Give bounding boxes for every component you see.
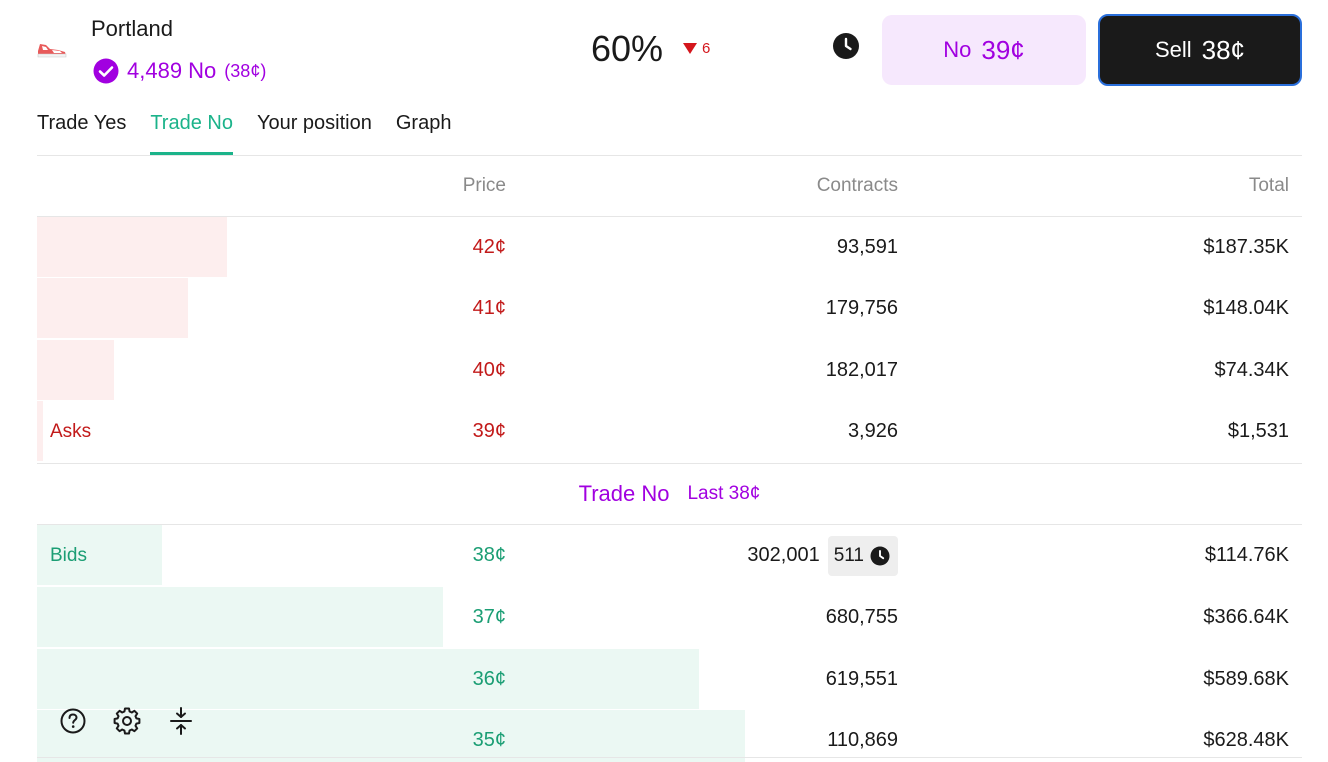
ask-total: $1,531 (1227, 420, 1289, 442)
ask-price: 41¢ (472, 297, 506, 319)
column-header-contracts: Contracts (816, 175, 898, 196)
position-count: 4,489 No (127, 58, 217, 83)
depth-bar (37, 587, 443, 647)
down-arrow-icon (683, 43, 697, 54)
spread-divider-top (37, 463, 1302, 464)
position-avg-price: (38¢) (224, 60, 267, 81)
ask-contracts: 182,017 (825, 359, 898, 381)
sell-label: Sell (1154, 37, 1192, 62)
bid-contracts: 619,551 (825, 668, 898, 690)
ask-row[interactable]: Asks 39¢ 3,926 $1,531 (37, 401, 1302, 462)
ask-total: $187.35K (1203, 236, 1289, 258)
ask-price: 40¢ (472, 359, 506, 381)
buy-no-button[interactable]: No 39¢ (882, 15, 1086, 85)
tab-trade-no[interactable]: Trade No (150, 108, 233, 155)
ask-row[interactable]: 41¢ 179,756 $148.04K (37, 278, 1302, 339)
buy-no-label: No (943, 37, 972, 62)
bid-price: 38¢ (472, 544, 506, 566)
sell-button[interactable]: Sell 38¢ (1098, 14, 1302, 86)
spread-row: Trade No Last 38¢ (37, 464, 1302, 524)
bid-price: 37¢ (472, 606, 506, 628)
sneaker-icon (37, 44, 67, 58)
column-header-total: Total (1248, 175, 1289, 196)
bid-contracts: 110,869 (827, 729, 898, 751)
bid-total: $628.48K (1203, 729, 1289, 751)
verified-check-icon (93, 58, 119, 84)
ask-price: 39¢ (472, 420, 506, 442)
bid-row[interactable]: 36¢ 619,551 $589.68K (37, 649, 1302, 710)
column-header-price: Price (462, 175, 506, 196)
depth-bar (37, 525, 162, 585)
clock-icon[interactable] (832, 32, 860, 60)
tab-your-position[interactable]: Your position (256, 112, 372, 134)
depth-bar (37, 340, 114, 400)
ask-contracts: 93,591 (836, 236, 898, 258)
buy-no-price: 39¢ (981, 34, 1025, 65)
clock-icon (870, 546, 890, 565)
bid-row[interactable]: 35¢ 110,869 $628.48K (37, 710, 1302, 762)
ask-row[interactable]: 40¢ 182,017 $74.34K (37, 340, 1302, 401)
help-icon[interactable] (58, 706, 88, 736)
market-header: Portland 4,489 No (38¢) 60% 6 No 39¢ Sel… (0, 0, 1328, 100)
bid-total: $589.68K (1203, 668, 1289, 690)
sell-price: 38¢ (1201, 34, 1246, 65)
bid-total: $114.76K (1204, 544, 1289, 566)
ask-row[interactable]: 42¢ 93,591 $187.35K (37, 217, 1302, 278)
bid-contracts: 680,755 (825, 606, 898, 628)
tabs-divider (37, 155, 1302, 156)
queue-count: 511 (833, 544, 864, 566)
market-name: Portland (91, 16, 173, 41)
position-summary[interactable]: 4,489 No (38¢) (93, 56, 266, 86)
tab-bar: Trade Yes Trade No Your position Graph (37, 108, 475, 156)
ask-total: $74.34K (1214, 359, 1289, 381)
asks-label: Asks (50, 420, 92, 442)
bid-price: 36¢ (472, 668, 506, 690)
tab-graph[interactable]: Graph (395, 112, 452, 134)
ask-total: $148.04K (1203, 297, 1289, 319)
change-value: 6 (702, 40, 711, 57)
depth-bar (37, 401, 43, 461)
queue-badge[interactable]: 511 (827, 535, 898, 576)
header-divider (37, 216, 1302, 217)
collapse-icon[interactable] (166, 706, 196, 736)
depth-bar (37, 710, 745, 762)
bid-price: 35¢ (472, 729, 506, 751)
chance-change: 6 (683, 40, 710, 57)
bid-contracts-cell: 302,001 511 (600, 525, 898, 586)
settings-icon[interactable] (112, 706, 142, 736)
bid-total: $366.64K (1203, 606, 1289, 628)
spread-divider-bottom (37, 524, 1302, 525)
table-bottom-divider (37, 757, 1302, 758)
ask-contracts: 3,926 (847, 420, 898, 442)
depth-bar (37, 278, 188, 338)
last-price: Last 38¢ (687, 483, 761, 504)
bids-label: Bids (50, 544, 87, 566)
tab-trade-yes[interactable]: Trade Yes (37, 112, 127, 134)
ask-contracts: 179,756 (825, 297, 898, 319)
ask-price: 42¢ (472, 236, 506, 258)
bid-contracts: 302,001 (747, 544, 820, 566)
chance-value: 60% (591, 28, 664, 69)
spread-title: Trade No (578, 481, 670, 506)
bid-row[interactable]: 37¢ 680,755 $366.64K (37, 587, 1302, 648)
depth-bar (37, 217, 227, 277)
depth-bar (37, 649, 699, 709)
bid-row[interactable]: Bids 38¢ 302,001 511 $114.76K (37, 525, 1302, 586)
